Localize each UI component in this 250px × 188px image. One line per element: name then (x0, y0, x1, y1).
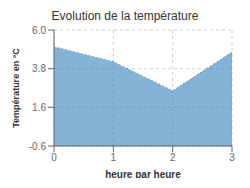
svg-text:1: 1 (111, 152, 117, 163)
svg-text:2: 2 (170, 152, 176, 163)
svg-text:Température en °C: Température en °C (11, 48, 21, 128)
svg-text:heure par heure: heure par heure (105, 169, 181, 178)
svg-text:3: 3 (229, 152, 235, 163)
svg-text:1.6: 1.6 (32, 102, 46, 113)
svg-text:3.8: 3.8 (32, 63, 46, 74)
svg-text:6.0: 6.0 (32, 25, 46, 36)
html-text:Evolution de la température: Evolution de la température (51, 9, 199, 23)
svg-text:-0.6: -0.6 (29, 141, 47, 152)
svg-text:0: 0 (51, 152, 57, 163)
